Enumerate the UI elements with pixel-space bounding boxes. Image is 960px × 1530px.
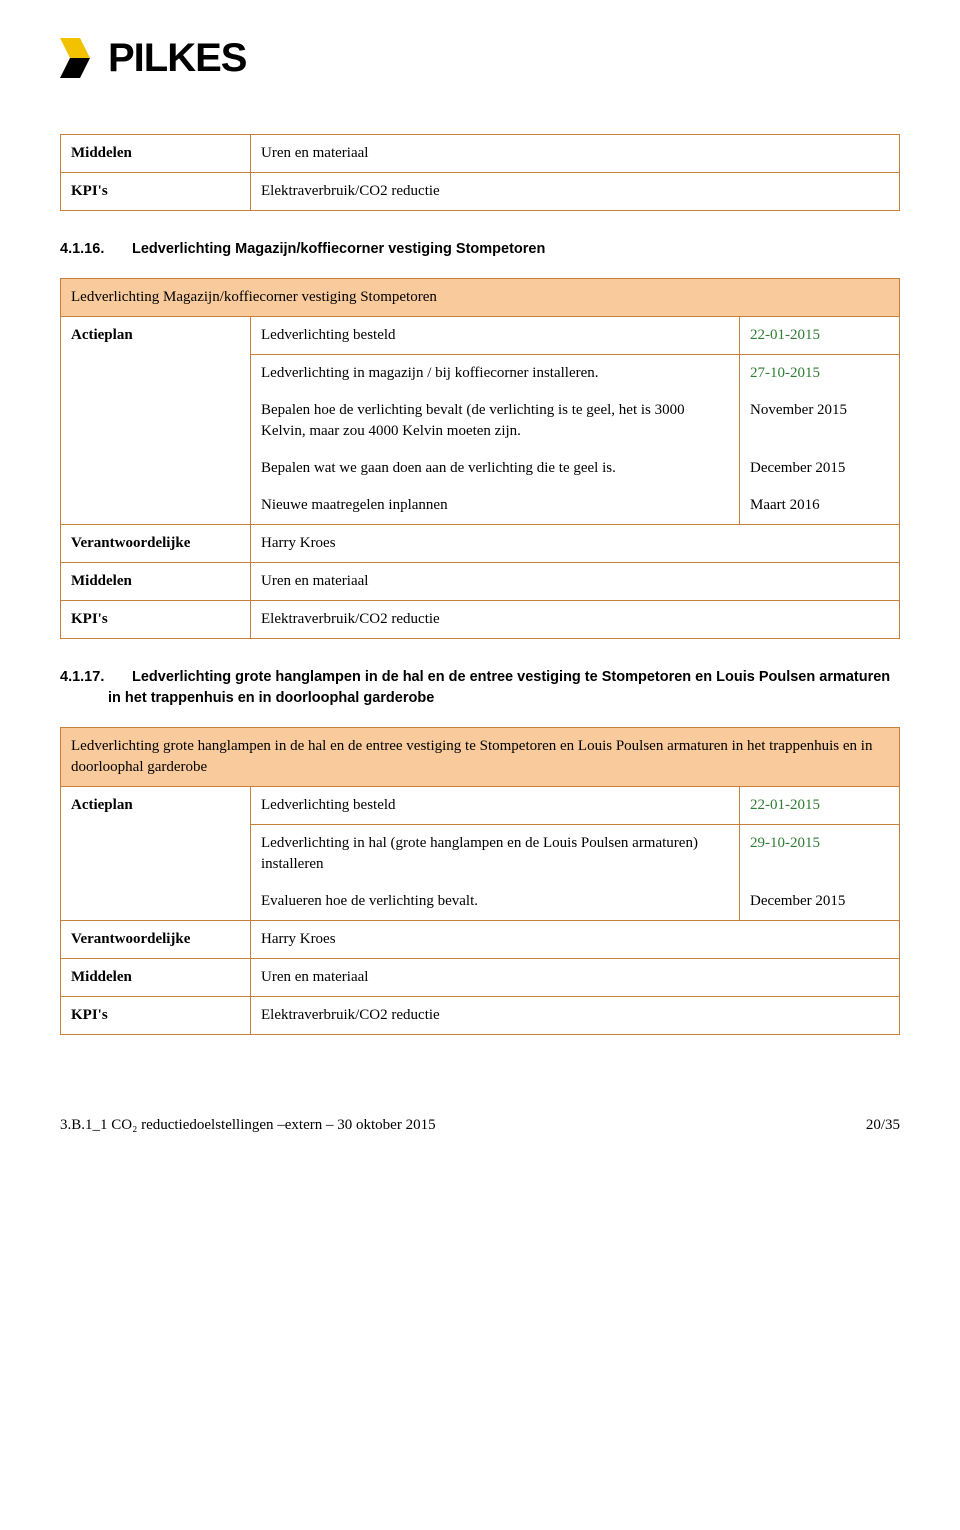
table-header: Ledverlichting grote hanglampen in de ha…: [61, 728, 900, 787]
value-kpis: Elektraverbruik/CO2 reductie: [251, 601, 900, 639]
value-verantwoordelijke: Harry Kroes: [251, 525, 900, 563]
footer-right: 20/35: [866, 1115, 900, 1136]
actieplan-text: Ledverlichting in hal (grote hanglampen …: [251, 825, 740, 884]
table-row: Middelen Uren en materiaal: [61, 563, 900, 601]
value-middelen: Uren en materiaal: [251, 135, 900, 173]
heading-title: Ledverlichting grote hanglampen in de ha…: [108, 669, 890, 706]
heading-number: 4.1.17.: [84, 667, 132, 688]
actieplan-date: 27-10-2015: [740, 355, 900, 393]
value-middelen: Uren en materiaal: [251, 563, 900, 601]
table-4116: Ledverlichting Magazijn/koffiecorner ves…: [60, 278, 900, 639]
label-actieplan: Actieplan: [61, 787, 251, 921]
label-actieplan: Actieplan: [61, 317, 251, 525]
label-middelen: Middelen: [61, 959, 251, 997]
label-verantwoordelijke: Verantwoordelijke: [61, 921, 251, 959]
table-row: KPI's Elektraverbruik/CO2 reductie: [61, 601, 900, 639]
actieplan-date: December 2015: [740, 883, 900, 921]
table-row: KPI's Elektraverbruik/CO2 reductie: [61, 997, 900, 1035]
page-footer: 3.B.1_1 CO₂ reductiedoelstellingen –exte…: [60, 1115, 900, 1136]
table-header-row: Ledverlichting grote hanglampen in de ha…: [61, 728, 900, 787]
actieplan-date: December 2015: [740, 450, 900, 487]
value-kpis: Elektraverbruik/CO2 reductie: [251, 173, 900, 211]
footer-left: 3.B.1_1 CO₂ reductiedoelstellingen –exte…: [60, 1115, 436, 1136]
table-row: Verantwoordelijke Harry Kroes: [61, 525, 900, 563]
logo-word: PILKES: [108, 30, 246, 86]
value-kpis: Elektraverbruik/CO2 reductie: [251, 997, 900, 1035]
actieplan-text: Nieuwe maatregelen inplannen: [251, 487, 740, 525]
value-middelen: Uren en materiaal: [251, 959, 900, 997]
logo-mark-icon: [60, 38, 100, 78]
actieplan-date: 29-10-2015: [740, 825, 900, 884]
label-middelen: Middelen: [61, 563, 251, 601]
table-row: Verantwoordelijke Harry Kroes: [61, 921, 900, 959]
table-header: Ledverlichting Magazijn/koffiecorner ves…: [61, 279, 900, 317]
actieplan-text: Ledverlichting besteld: [251, 787, 740, 825]
label-middelen: Middelen: [61, 135, 251, 173]
table-header-row: Ledverlichting Magazijn/koffiecorner ves…: [61, 279, 900, 317]
section-heading-4116: 4.1.16.Ledverlichting Magazijn/koffiecor…: [84, 239, 900, 260]
actieplan-text: Ledverlichting besteld: [251, 317, 740, 355]
actieplan-date: 22-01-2015: [740, 317, 900, 355]
actieplan-text: Bepalen wat we gaan doen aan de verlicht…: [251, 450, 740, 487]
actieplan-date: November 2015: [740, 392, 900, 450]
actieplan-date: Maart 2016: [740, 487, 900, 525]
table-row: KPI's Elektraverbruik/CO2 reductie: [61, 173, 900, 211]
actieplan-date: 22-01-2015: [740, 787, 900, 825]
actieplan-text: Bepalen hoe de verlichting bevalt (de ve…: [251, 392, 740, 450]
heading-title: Ledverlichting Magazijn/koffiecorner ves…: [132, 241, 545, 257]
table-row-actieplan: Actieplan Ledverlichting besteld 22-01-2…: [61, 787, 900, 825]
value-verantwoordelijke: Harry Kroes: [251, 921, 900, 959]
label-kpis: KPI's: [61, 173, 251, 211]
table-top-summary: Middelen Uren en materiaal KPI's Elektra…: [60, 134, 900, 211]
label-verantwoordelijke: Verantwoordelijke: [61, 525, 251, 563]
logo: PILKES: [60, 30, 900, 86]
table-row-actieplan: Actieplan Ledverlichting besteld 22-01-2…: [61, 317, 900, 355]
table-row: Middelen Uren en materiaal: [61, 135, 900, 173]
actieplan-text: Ledverlichting in magazijn / bij koffiec…: [251, 355, 740, 393]
section-heading-4117: 4.1.17.Ledverlichting grote hanglampen i…: [84, 667, 900, 709]
actieplan-text: Evalueren hoe de verlichting bevalt.: [251, 883, 740, 921]
table-4117: Ledverlichting grote hanglampen in de ha…: [60, 727, 900, 1035]
heading-number: 4.1.16.: [84, 239, 132, 260]
table-row: Middelen Uren en materiaal: [61, 959, 900, 997]
label-kpis: KPI's: [61, 601, 251, 639]
label-kpis: KPI's: [61, 997, 251, 1035]
